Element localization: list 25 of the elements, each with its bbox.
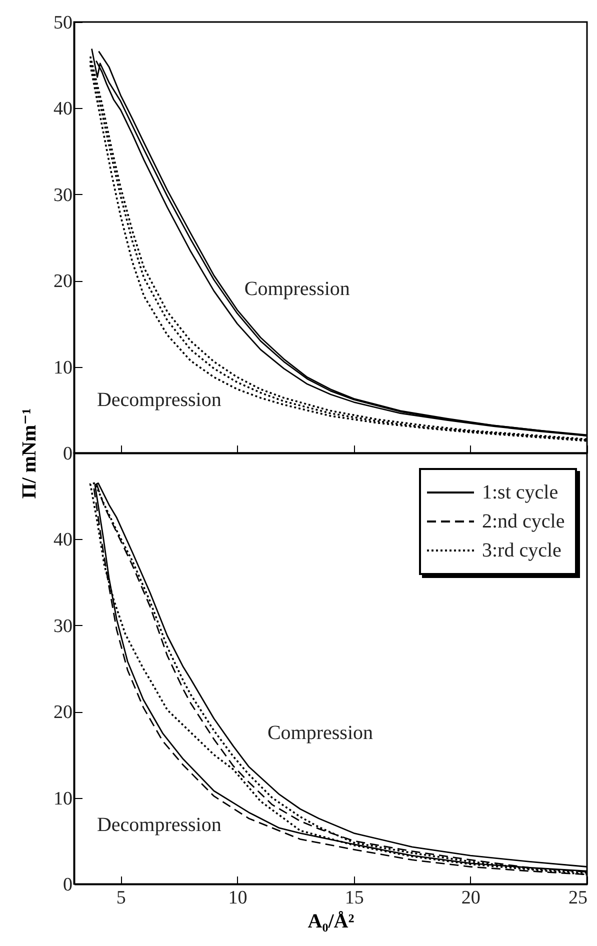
y-tick-label: 10 — [54, 788, 72, 810]
annotation: Decompression — [96, 814, 222, 836]
legend-label: 2:nd cycle — [482, 510, 565, 532]
annotation: Compression — [267, 722, 374, 744]
legend-label: 1:st cycle — [482, 482, 558, 504]
y-tick-label: 0 — [63, 874, 72, 896]
y-tick-label: 0 — [63, 444, 72, 464]
x-tick-label: 10 — [228, 888, 248, 908]
x-tick-label: 25 — [568, 888, 588, 908]
x-tick-label: 20 — [461, 888, 480, 908]
y-tick-label: 20 — [54, 271, 72, 292]
x-tick-label: 5 — [116, 888, 126, 908]
y-tick-label: 30 — [54, 184, 72, 206]
y-tick-label: 50 — [54, 12, 72, 34]
annotation: Decompression — [96, 388, 222, 411]
x-axis-title: A₀/Å² — [308, 910, 354, 932]
annotation: Compression — [244, 278, 350, 300]
y-axis-title: Π/ mNm⁻¹ — [18, 408, 40, 499]
y-tick-label: 10 — [54, 357, 72, 378]
y-tick-label: 30 — [54, 616, 72, 637]
y-tick-label: 40 — [54, 98, 72, 120]
y-tick-label: 40 — [54, 530, 72, 551]
legend-label: 3:rd cycle — [482, 540, 562, 562]
y-tick-label: 20 — [54, 702, 72, 724]
x-tick-label: 15 — [344, 888, 364, 908]
